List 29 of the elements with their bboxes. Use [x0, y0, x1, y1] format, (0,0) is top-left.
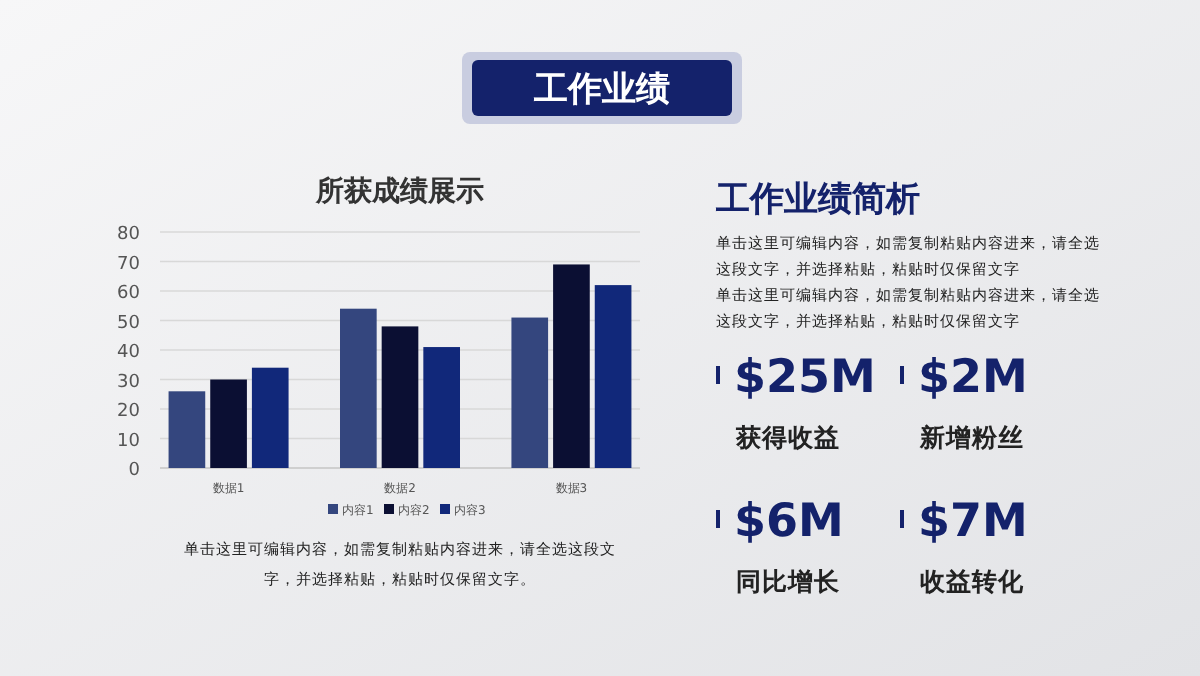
- text: 获得收益: [734, 422, 840, 452]
- bar: [511, 317, 549, 468]
- bar: [251, 367, 289, 468]
- bar: [340, 308, 377, 468]
- text: $25M: [734, 352, 876, 404]
- chart-title: 所获成绩展示: [314, 176, 484, 208]
- text: $7M: [918, 496, 1028, 548]
- y-tick-label: 70: [117, 254, 141, 275]
- y-tick-label: 40: [117, 343, 141, 363]
- text: 同比增长: [736, 566, 842, 596]
- y-tick-label: 0: [128, 461, 141, 481]
- y-tick-label: 10: [117, 431, 141, 452]
- bar: [594, 285, 632, 468]
- text: 收益转化: [920, 566, 1026, 596]
- text: $2M: [918, 352, 1028, 404]
- bar: [381, 326, 419, 468]
- text: $6M: [734, 496, 844, 548]
- bar: [423, 347, 460, 468]
- bar: [210, 379, 247, 468]
- text: 新增粉丝: [918, 422, 1024, 452]
- bar: [553, 264, 590, 468]
- y-tick-label: 30: [117, 372, 141, 393]
- text: 工作业绩简析: [714, 180, 920, 220]
- y-tick-label: 20: [117, 402, 141, 422]
- y-tick-label: 50: [117, 313, 141, 334]
- y-tick-label: 80: [117, 225, 141, 245]
- text: 工作业绩: [532, 70, 670, 110]
- y-tick-label: 60: [117, 284, 141, 304]
- bar: [168, 391, 206, 468]
